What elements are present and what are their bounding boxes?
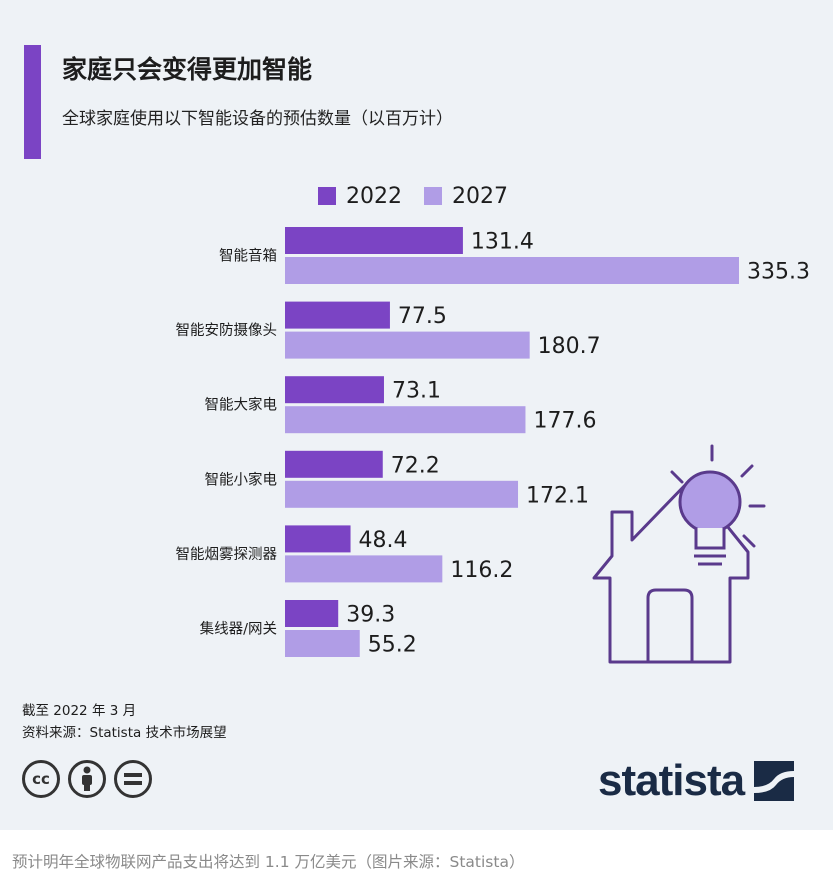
lightbulb-icon <box>678 470 742 534</box>
bar-2022 <box>285 301 390 329</box>
bar-2027 <box>285 555 443 583</box>
bar-2022 <box>285 227 463 254</box>
bar-2027 <box>285 480 519 508</box>
statista-mark-icon <box>754 761 795 801</box>
data-label: 177.6 <box>533 409 596 434</box>
infographic-card: 家庭只会变得更加智能 全球家庭使用以下智能设备的预估数量（以百万计） 2022 … <box>0 0 833 830</box>
legend-swatch-2027 <box>424 187 442 205</box>
license-icons: cc <box>22 760 152 798</box>
data-label: 39.3 <box>346 603 395 628</box>
category-label: 智能大家电 <box>205 397 278 414</box>
data-label: 180.7 <box>538 334 601 359</box>
data-label: 73.1 <box>392 379 441 404</box>
house-door <box>646 588 694 664</box>
cc-icon[interactable]: cc <box>22 760 60 798</box>
data-label: 48.4 <box>359 528 408 553</box>
category-label: 智能烟雾探测器 <box>176 546 278 563</box>
bar-2027 <box>285 331 530 359</box>
data-label: 55.2 <box>368 633 417 658</box>
data-date-note: 截至 2022 年 3 月 <box>22 703 137 719</box>
category-label: 智能音箱 <box>219 248 277 265</box>
title-accent-bar <box>24 45 41 159</box>
no-derivatives-icon[interactable] <box>114 760 152 798</box>
bar-2022 <box>285 525 351 553</box>
chart-notes: 截至 2022 年 3 月 资料来源：Statista 技术市场展望 <box>22 700 227 744</box>
brand-name: statista <box>598 756 745 805</box>
data-label: 172.1 <box>526 483 589 508</box>
bar-2022 <box>285 450 383 478</box>
data-label: 335.3 <box>747 260 810 285</box>
bar-2027 <box>285 630 360 657</box>
legend-item-2022: 2022 <box>318 184 402 209</box>
house-outline <box>592 478 750 664</box>
bar-chart: 智能音箱 131.4 335.3 智能安防摄像头 77.5 180.7 智能大家电 73.1 1… <box>176 227 810 658</box>
legend-item-2027: 2027 <box>424 184 508 209</box>
data-label: 116.2 <box>450 558 513 583</box>
bar-2022 <box>285 600 339 627</box>
category-label: 智能小家电 <box>205 471 278 488</box>
data-label: 77.5 <box>398 304 447 329</box>
category-label: 智能安防摄像头 <box>176 322 278 339</box>
legend-label-2027: 2027 <box>452 183 508 209</box>
data-label: 131.4 <box>471 230 534 255</box>
legend-label-2022: 2022 <box>346 183 402 209</box>
legend-swatch-2022 <box>318 187 336 205</box>
data-label: 72.2 <box>391 453 440 478</box>
bar-2022 <box>285 376 384 404</box>
chart-subtitle: 全球家庭使用以下智能设备的预估数量（以百万计） <box>62 109 453 129</box>
data-source-note: 资料来源：Statista 技术市场展望 <box>22 725 227 741</box>
category-label: 集线器/网关 <box>200 621 277 638</box>
chart-legend: 2022 2027 <box>318 181 530 211</box>
attribution-icon[interactable] <box>68 760 106 798</box>
image-caption: 预计明年全球物联网产品支出将达到 1.1 万亿美元（图片来源：Statista） <box>12 853 525 871</box>
smart-home-illustration <box>592 444 766 664</box>
chart-title: 家庭只会变得更加智能 <box>62 55 313 84</box>
bar-2027 <box>285 257 739 284</box>
statista-logo[interactable]: statista <box>598 756 795 806</box>
bar-2027 <box>285 406 526 434</box>
